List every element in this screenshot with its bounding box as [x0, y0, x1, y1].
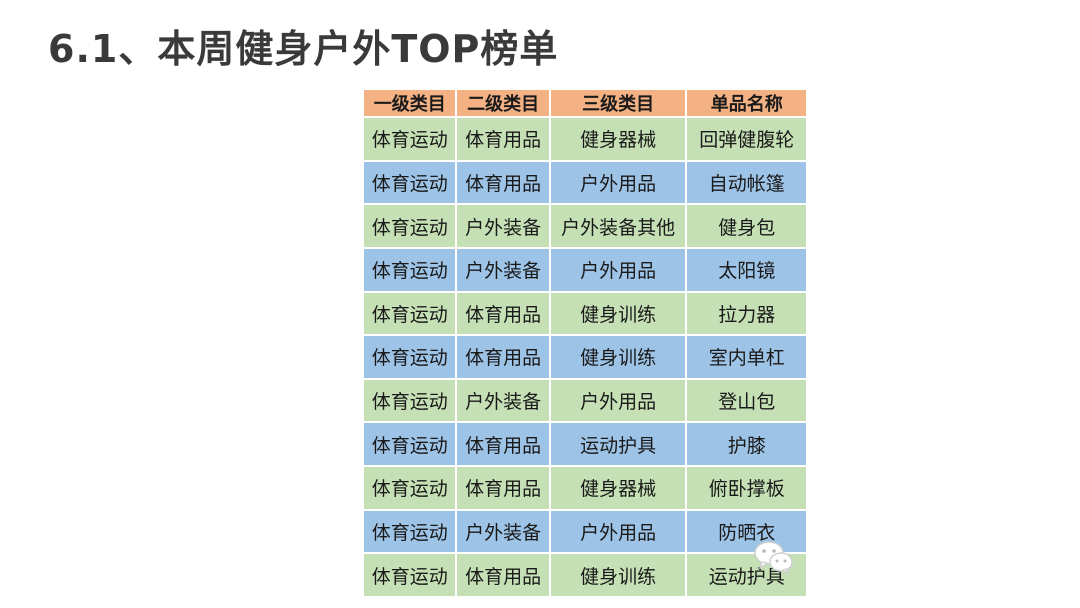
- table-cell: 户外装备: [457, 379, 549, 422]
- table-cell: 运动护具: [550, 423, 686, 465]
- table-cell: 户外用品: [550, 161, 686, 204]
- ranking-table-container: 一级类目 二级类目 三级类目 单品名称 体育运动 体育用品 健身器械 回弹健腹轮…: [362, 88, 808, 598]
- table-row: 体育运动 体育用品 健身训练 运动护具: [364, 554, 806, 596]
- table-cell: 健身器械: [550, 467, 686, 509]
- table-cell: 体育用品: [457, 161, 549, 204]
- table-row: 体育运动 户外装备 户外装备其他 健身包: [364, 205, 806, 247]
- table-row: 体育运动 体育用品 户外用品 自动帐篷: [364, 161, 806, 204]
- table-cell: 体育用品: [457, 467, 549, 509]
- table-cell: 户外装备: [457, 510, 549, 553]
- table-row: 体育运动 体育用品 健身训练 拉力器: [364, 292, 806, 335]
- table-cell: 体育用品: [457, 423, 549, 465]
- header-cell-level1: 一级类目: [364, 90, 456, 116]
- header-cell-level3: 三级类目: [550, 90, 686, 116]
- table-cell: 太阳镜: [687, 248, 806, 291]
- table-cell: 健身训练: [550, 336, 686, 378]
- table-cell: 体育运动: [364, 510, 456, 553]
- table-header-row: 一级类目 二级类目 三级类目 单品名称: [364, 90, 806, 116]
- table-cell: 体育运动: [364, 118, 456, 160]
- table-cell: 防晒衣: [687, 510, 806, 553]
- wechat-icon: [752, 538, 796, 576]
- table-cell: 体育运动: [364, 467, 456, 509]
- table-row: 体育运动 户外装备 户外用品 防晒衣: [364, 510, 806, 553]
- table-cell: 体育运动: [364, 336, 456, 378]
- table-cell: 体育运动: [364, 248, 456, 291]
- table-cell: 体育用品: [457, 336, 549, 378]
- table-cell: 回弹健腹轮: [687, 118, 806, 160]
- header-cell-product: 单品名称: [687, 90, 806, 116]
- table-cell: 健身训练: [550, 292, 686, 335]
- table-cell: 登山包: [687, 379, 806, 422]
- header-cell-level2: 二级类目: [457, 90, 549, 116]
- table-cell: 户外用品: [550, 248, 686, 291]
- page-title: 6.1、本周健身户外TOP榜单: [48, 27, 559, 71]
- table-row: 体育运动 户外装备 户外用品 太阳镜: [364, 248, 806, 291]
- table-cell: 户外用品: [550, 379, 686, 422]
- table-cell: 户外装备其他: [550, 205, 686, 247]
- table-cell: 健身训练: [550, 554, 686, 596]
- table-cell: 体育运动: [364, 292, 456, 335]
- table-row: 体育运动 户外装备 户外用品 登山包: [364, 379, 806, 422]
- table-row: 体育运动 体育用品 健身器械 俯卧撑板: [364, 467, 806, 509]
- table-cell: 室内单杠: [687, 336, 806, 378]
- table-cell: 体育用品: [457, 554, 549, 596]
- table-cell: 拉力器: [687, 292, 806, 335]
- table-cell: 健身包: [687, 205, 806, 247]
- table-row: 体育运动 体育用品 健身训练 室内单杠: [364, 336, 806, 378]
- ranking-table: 一级类目 二级类目 三级类目 单品名称 体育运动 体育用品 健身器械 回弹健腹轮…: [362, 88, 808, 598]
- table-cell: 体育运动: [364, 205, 456, 247]
- table-cell: 体育运动: [364, 161, 456, 204]
- table-cell: 户外用品: [550, 510, 686, 553]
- table-cell: 户外装备: [457, 205, 549, 247]
- table-row: 体育运动 体育用品 健身器械 回弹健腹轮: [364, 118, 806, 160]
- table-row: 体育运动 体育用品 运动护具 护膝: [364, 423, 806, 465]
- table-cell: 自动帐篷: [687, 161, 806, 204]
- table-cell: 俯卧撑板: [687, 467, 806, 509]
- table-cell: 户外装备: [457, 248, 549, 291]
- table-cell: 体育运动: [364, 379, 456, 422]
- table-cell: 体育运动: [364, 423, 456, 465]
- table-cell: 体育用品: [457, 118, 549, 160]
- table-cell: 体育用品: [457, 292, 549, 335]
- table-cell: 护膝: [687, 423, 806, 465]
- table-cell: 体育运动: [364, 554, 456, 596]
- table-cell: 健身器械: [550, 118, 686, 160]
